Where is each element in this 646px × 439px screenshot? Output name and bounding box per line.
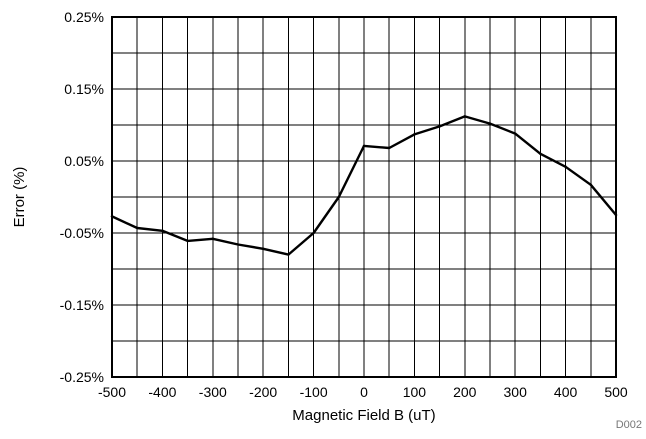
- data-point: [514, 132, 517, 135]
- data-point: [312, 231, 315, 235]
- x-tick-label: 400: [554, 384, 578, 400]
- data-point: [539, 152, 542, 155]
- y-axis-ticks: -0.25% -0.15% -0.05% 0.05% 0.15% 0.25%: [60, 9, 104, 385]
- data-point: [438, 125, 441, 128]
- y-axis-title: Error (%): [11, 167, 28, 228]
- series-layer: [110, 115, 618, 256]
- x-tick-label: 0: [360, 384, 368, 400]
- y-tick-label: 0.05%: [64, 153, 104, 169]
- x-tick-label: 100: [403, 384, 427, 400]
- y-tick-label: 0.15%: [64, 81, 104, 97]
- y-tick-label: -0.05%: [60, 225, 104, 241]
- x-tick-label: -200: [249, 384, 277, 400]
- x-axis-ticks: -500 -400 -300 -200 -100 0 100 200 300 400 500: [98, 384, 628, 400]
- data-point: [337, 195, 340, 199]
- data-point: [161, 229, 164, 233]
- x-tick-label: 300: [504, 384, 528, 400]
- data-point: [211, 237, 214, 240]
- x-tick-label: -500: [98, 384, 126, 400]
- y-tick-label: -0.15%: [60, 297, 104, 313]
- figure-code-label: D002: [616, 419, 642, 431]
- x-tick-label: 200: [453, 384, 477, 400]
- data-point: [589, 183, 592, 186]
- data-point: [262, 247, 265, 251]
- x-axis-title: Magnetic Field B (uT): [292, 407, 435, 424]
- grid: [111, 16, 617, 378]
- x-tick-label: 500: [604, 384, 628, 400]
- data-point: [136, 226, 139, 230]
- data-point: [463, 115, 466, 118]
- y-tick-label: -0.25%: [60, 369, 104, 385]
- data-point: [236, 243, 240, 246]
- y-tick-label: 0.25%: [64, 9, 104, 25]
- x-tick-label: -300: [199, 384, 227, 400]
- data-point: [564, 165, 567, 168]
- data-point: [287, 253, 290, 256]
- plot-frame: [111, 16, 617, 378]
- data-point: [388, 146, 391, 150]
- x-tick-label: -400: [148, 384, 176, 400]
- data-point: [488, 122, 492, 125]
- x-tick-label: -100: [300, 384, 328, 400]
- data-point: [413, 133, 416, 136]
- data-point: [362, 144, 366, 148]
- data-point: [186, 239, 189, 243]
